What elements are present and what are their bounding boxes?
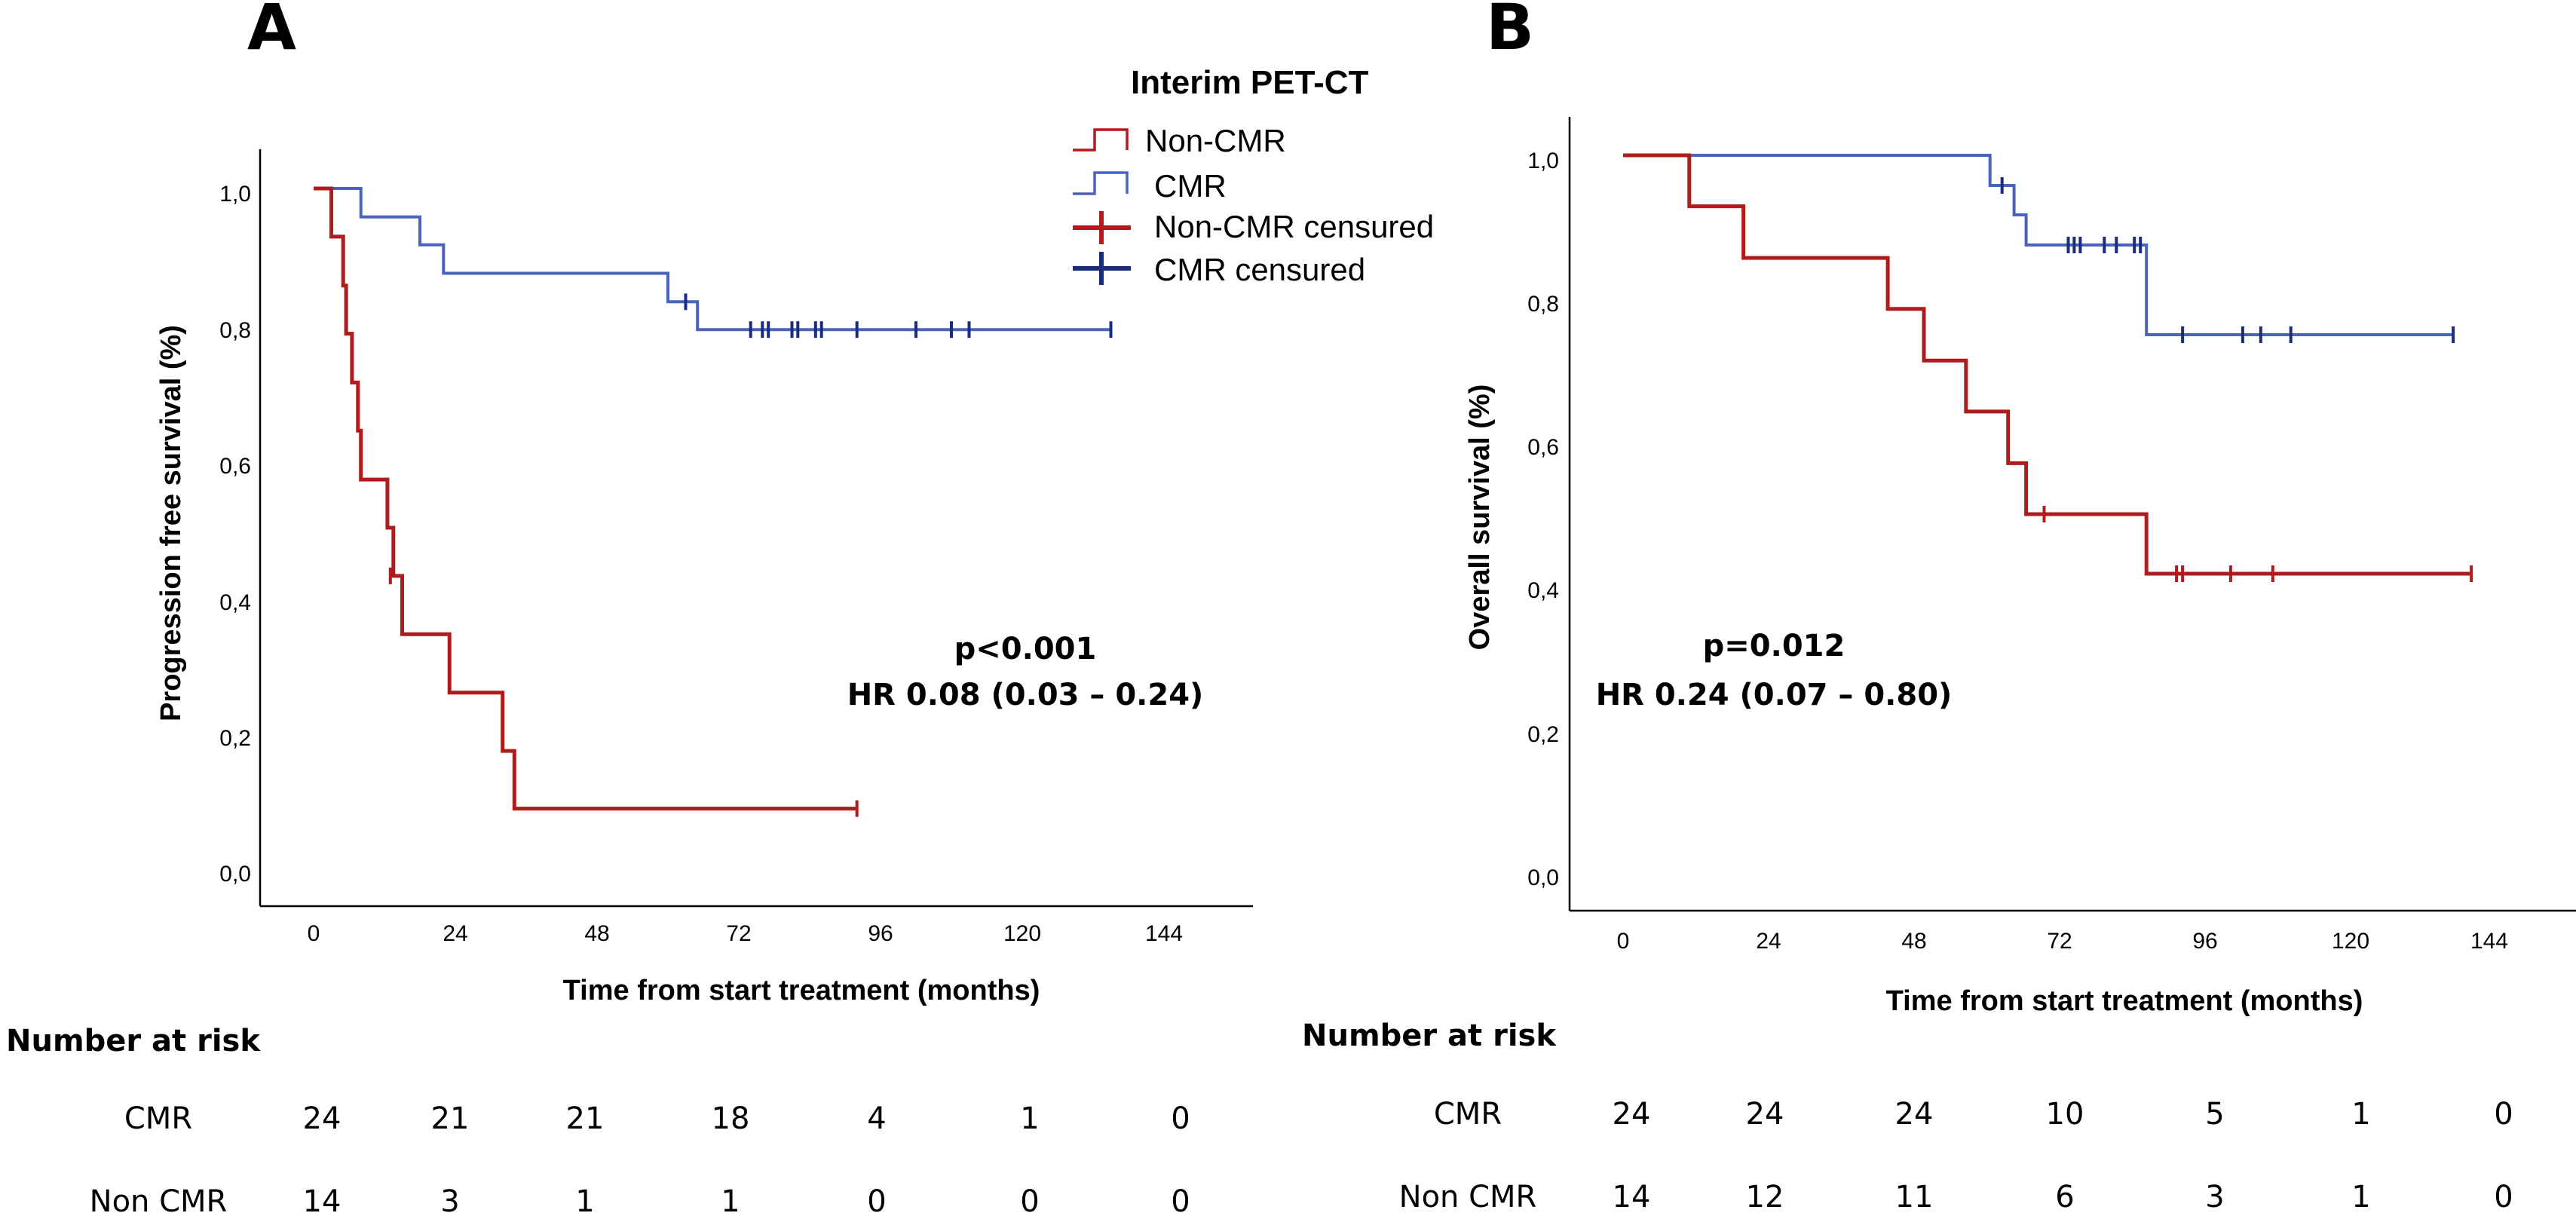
x-tick-label: 96 <box>2192 929 2217 954</box>
panel-a-p-value: p<0.001 <box>954 632 1097 666</box>
y-tick-label: 0,6 <box>1527 435 1559 460</box>
risk-row-label: Non CMR <box>1399 1180 1537 1214</box>
risk-count: 24 <box>1613 1097 1651 1132</box>
risk-count: 0 <box>1171 1184 1190 1216</box>
panel-b-x-tick-labels: 0 24 48 72 96 120 144 <box>1617 929 2508 954</box>
risk-count: 1 <box>2351 1097 2370 1132</box>
panel-b-risk-title: Number at risk <box>1302 1018 1557 1053</box>
panel-b-plot-area <box>1623 153 2473 582</box>
panel-b-risk-table: Number at risk CMR Non CMR 24 24 24 10 5… <box>1302 1018 2513 1214</box>
risk-count: 1 <box>2351 1180 2370 1214</box>
y-tick-label: 1,0 <box>219 182 251 207</box>
panel-a-plot-area <box>314 186 1113 817</box>
panel-a-y-tick-labels: 0,0 0,2 0,4 0,6 0,8 1,0 <box>219 182 251 887</box>
legend-item-cmr-censured: CMR censured <box>1073 252 1365 287</box>
risk-count: 21 <box>431 1101 470 1136</box>
y-tick-label: 0,4 <box>1527 578 1559 603</box>
x-tick-label: 0 <box>308 921 320 946</box>
cmr-survival-curve <box>1623 154 2454 336</box>
x-tick-label: 48 <box>584 921 609 946</box>
risk-row-label: CMR <box>124 1101 192 1136</box>
y-tick-label: 0,2 <box>1527 722 1559 747</box>
risk-row-label: CMR <box>1434 1097 1502 1132</box>
panel-b-hazard-ratio: HR 0.24 (0.07 – 0.80) <box>1596 678 1953 712</box>
risk-count: 24 <box>1895 1097 1934 1132</box>
y-tick-label: 0,6 <box>219 454 251 479</box>
risk-count: 24 <box>1746 1097 1784 1132</box>
panel-a-x-tick-labels: 0 24 48 72 96 120 144 <box>308 921 1183 946</box>
y-tick-label: 0,8 <box>1527 292 1559 317</box>
risk-row-label: Non CMR <box>90 1184 228 1216</box>
risk-count: 0 <box>2494 1180 2513 1214</box>
x-tick-label: 24 <box>1756 929 1781 954</box>
legend-label: CMR censured <box>1154 252 1365 287</box>
risk-count: 1 <box>721 1184 740 1216</box>
panel-a-risk-table: Number at risk CMR Non CMR 24 21 21 18 4… <box>6 1024 1190 1216</box>
y-tick-label: 0,0 <box>219 862 251 887</box>
x-tick-label: 144 <box>1145 921 1183 946</box>
panel-a: A 0,0 0,2 0,4 0,6 0,8 1,0 0 24 48 72 96 … <box>6 0 1253 1216</box>
y-tick-label: 0,2 <box>219 726 251 751</box>
legend-title: Interim PET-CT <box>1131 64 1368 101</box>
panel-b-y-tick-labels: 0,0 0,2 0,4 0,6 0,8 1,0 <box>1527 149 1559 890</box>
y-tick-label: 1,0 <box>1527 149 1559 173</box>
panel-b: B 0,0 0,2 0,4 0,6 0,8 1,0 0 24 48 72 96 … <box>1302 0 2576 1214</box>
x-tick-label: 120 <box>1003 921 1041 946</box>
panel-b-x-axis-title: Time from start treatment (months) <box>1886 985 2363 1017</box>
legend: Interim PET-CT Non-CMR CMR Non-CMR censu… <box>1073 64 1434 287</box>
y-tick-label: 0,4 <box>219 590 251 615</box>
risk-count: 3 <box>2205 1180 2224 1214</box>
panel-a-letter: A <box>247 0 296 64</box>
risk-count: 0 <box>2494 1097 2513 1132</box>
legend-label: Non-CMR censured <box>1154 209 1434 244</box>
risk-count: 24 <box>303 1101 342 1136</box>
x-tick-label: 120 <box>2332 929 2369 954</box>
non-cmr-survival-curve <box>314 186 857 811</box>
panel-a-x-axis-title: Time from start treatment (months) <box>563 975 1040 1006</box>
risk-count: 0 <box>867 1184 886 1216</box>
x-tick-label: 96 <box>868 921 893 946</box>
risk-count: 12 <box>1746 1180 1784 1214</box>
legend-swatch-step-icon <box>1073 128 1129 152</box>
x-tick-label: 72 <box>726 921 751 946</box>
panel-a-hazard-ratio: HR 0.08 (0.03 – 0.24) <box>847 678 1204 712</box>
x-tick-label: 72 <box>2047 929 2072 954</box>
risk-count: 4 <box>867 1101 886 1136</box>
risk-count: 14 <box>303 1184 342 1216</box>
risk-count: 21 <box>566 1101 605 1136</box>
risk-count: 11 <box>1895 1180 1934 1214</box>
legend-item-non-cmr-censured: Non-CMR censured <box>1073 209 1434 244</box>
x-tick-label: 0 <box>1617 929 1630 954</box>
risk-count: 1 <box>1020 1101 1039 1136</box>
risk-count: 6 <box>2055 1180 2074 1214</box>
panel-b-p-value: p=0.012 <box>1703 629 1845 663</box>
x-tick-label: 48 <box>1901 929 1926 954</box>
risk-count: 10 <box>2046 1097 2084 1132</box>
risk-count: 18 <box>712 1101 750 1136</box>
panel-b-y-axis-title: Overall survival (%) <box>1464 384 1496 651</box>
risk-count: 0 <box>1171 1101 1190 1136</box>
legend-label: Non-CMR <box>1145 123 1286 158</box>
panel-a-y-axis-title: Progression free survival (%) <box>155 325 187 721</box>
x-tick-label: 24 <box>443 921 467 946</box>
legend-label: CMR <box>1154 168 1227 204</box>
non-cmr-survival-curve <box>1623 153 2472 576</box>
risk-count: 14 <box>1613 1180 1651 1214</box>
cmr-survival-curve <box>314 187 1111 332</box>
legend-swatch-step-icon <box>1073 171 1129 195</box>
panel-b-letter: B <box>1486 0 1534 64</box>
y-tick-label: 0,8 <box>219 318 251 343</box>
legend-item-cmr: CMR <box>1073 168 1227 204</box>
risk-count: 1 <box>575 1184 594 1216</box>
risk-count: 3 <box>440 1184 459 1216</box>
risk-count: 0 <box>1020 1184 1039 1216</box>
y-tick-label: 0,0 <box>1527 865 1559 890</box>
x-tick-label: 144 <box>2470 929 2508 954</box>
legend-item-non-cmr: Non-CMR <box>1073 123 1286 158</box>
risk-count: 5 <box>2205 1097 2224 1132</box>
panel-a-risk-title: Number at risk <box>6 1024 261 1058</box>
